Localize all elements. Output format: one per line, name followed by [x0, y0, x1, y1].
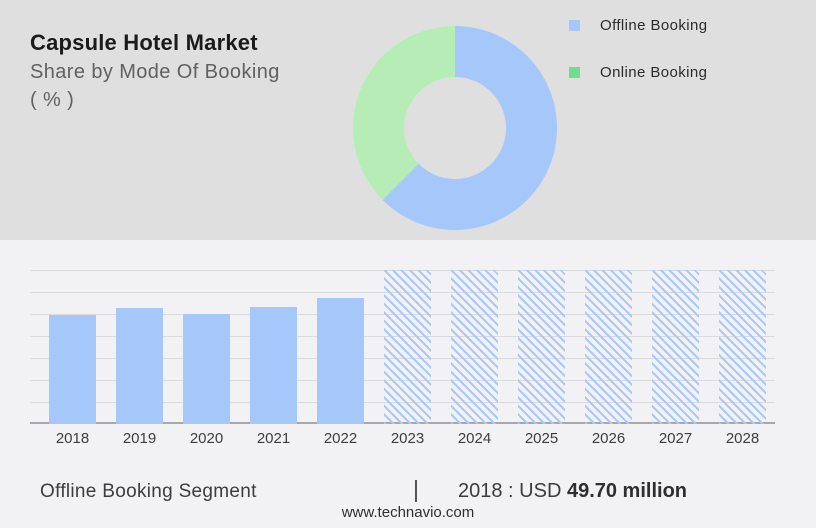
- bar-2018: [49, 315, 96, 424]
- x-axis-label-2028: 2028: [725, 430, 760, 447]
- bar-column-2020: [173, 270, 240, 424]
- market-value-amount: 49.70 million: [566, 480, 688, 502]
- market-value-prefix: 2018 : USD: [458, 480, 567, 502]
- footer-separator: |: [413, 476, 419, 502]
- legend-label-online-booking: Online Booking: [600, 63, 708, 81]
- bar-column-2019: [106, 270, 173, 424]
- segment-label: Offline Booking Segment: [40, 481, 257, 502]
- x-axis-label-2020: 2020: [189, 430, 224, 447]
- x-axis-label-2018: 2018: [55, 430, 90, 447]
- chart-unit-label: ( % ): [30, 89, 75, 111]
- forecast-bar-2026: [585, 270, 632, 424]
- header-section: Capsule Hotel Market Share by Mode Of Bo…: [0, 0, 816, 240]
- market-value: 2018 : USD 49.70 million: [458, 480, 687, 503]
- x-axis-label-2022: 2022: [323, 430, 358, 447]
- bar-2019: [116, 308, 163, 424]
- legend-label-offline-booking: Offline Booking: [600, 16, 708, 34]
- bar-column-2026: [575, 270, 642, 424]
- forecast-bar-2025: [518, 270, 565, 424]
- bar-2021: [250, 307, 297, 424]
- online-booking-swatch-icon: [569, 66, 580, 78]
- bar-2020: [183, 314, 230, 424]
- legend-item-online-booking: Online Booking: [569, 61, 707, 83]
- bar-column-2025: [508, 270, 575, 424]
- legend-item-offline-booking: Offline Booking: [569, 14, 707, 36]
- forecast-bar-2024: [451, 270, 498, 424]
- offline-booking-swatch-icon: [569, 19, 580, 31]
- x-axis-label-2024: 2024: [457, 430, 492, 447]
- bar-column-2018: [39, 270, 106, 424]
- x-axis-label-2026: 2026: [591, 430, 626, 447]
- website-url: www.technavio.com: [341, 504, 475, 521]
- bar-2022: [317, 298, 364, 424]
- page-title: Capsule Hotel Market: [30, 30, 258, 55]
- bar-column-2023: [374, 270, 441, 424]
- bar-column-2027: [642, 270, 709, 424]
- bar-column-2028: [709, 270, 776, 424]
- forecast-bar-2027: [652, 270, 699, 424]
- x-axis-labels: 2018 2019 2020 2021 2022 2023 2024 2025 2026 2027…: [39, 430, 776, 447]
- bar-column-2024: [441, 270, 508, 424]
- bar-chart-section: 2018 2019 2020 2021 2022 2023 2024 2025 2026 2027…: [0, 240, 816, 528]
- donut-hole: [404, 77, 506, 179]
- bar-column-2022: [307, 270, 374, 424]
- legend: Offline Booking Online Booking: [569, 14, 707, 83]
- x-axis-label-2021: 2021: [256, 430, 291, 447]
- chart-subtitle: Share by Mode Of Booking: [30, 61, 280, 83]
- x-axis-label-2025: 2025: [524, 430, 559, 447]
- x-axis-label-2027: 2027: [658, 430, 693, 447]
- bar-chart-plot: [39, 270, 776, 424]
- bar-column-2021: [240, 270, 307, 424]
- x-axis-label-2019: 2019: [122, 430, 157, 447]
- x-axis-label-2023: 2023: [390, 430, 425, 447]
- donut-chart: [353, 26, 557, 230]
- forecast-bar-2028: [719, 270, 766, 424]
- forecast-bar-2023: [384, 270, 431, 424]
